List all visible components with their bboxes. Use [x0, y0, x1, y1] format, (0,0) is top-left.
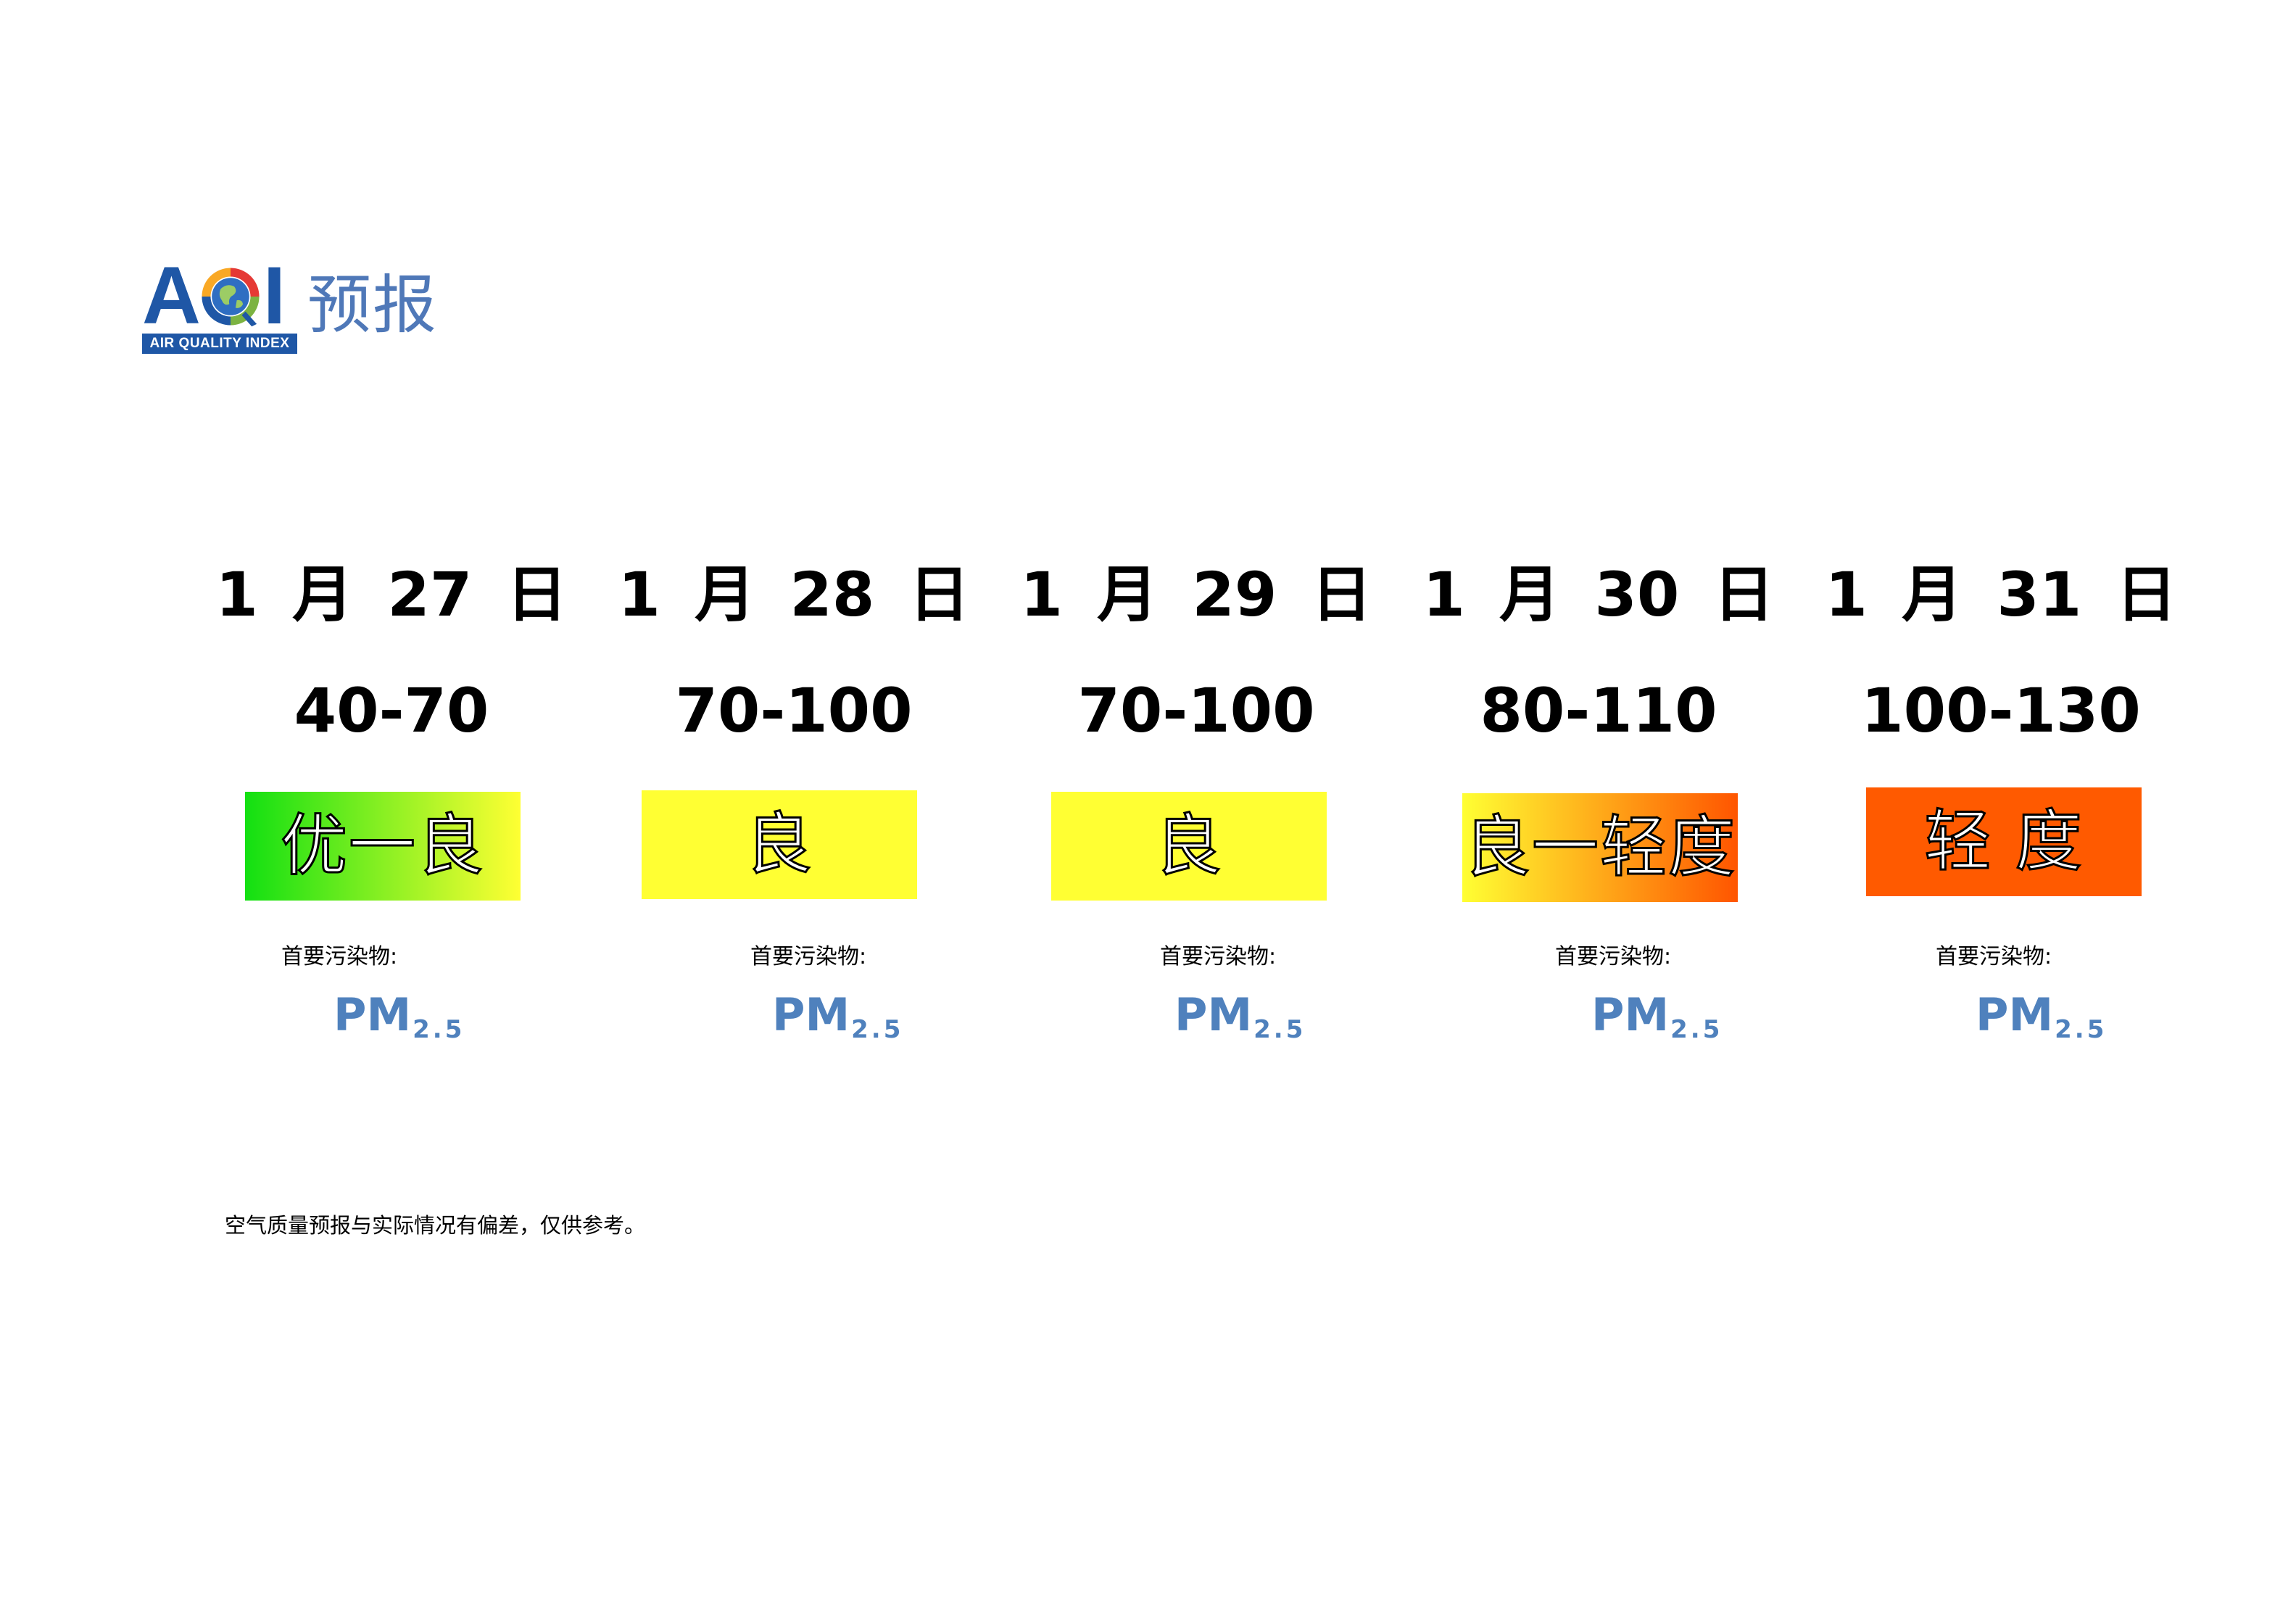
pollutant-subscript: 2.5: [1253, 1015, 1306, 1044]
pollutant-name: PM: [333, 988, 412, 1041]
forecast-panel: 1 月 27 日 40-70 优一良 首要污染物: PM2.5 1 月 28 日…: [0, 551, 2296, 1073]
aqi-logo-mark: A I AIR QUALITY INDEX: [142, 255, 297, 354]
globe-icon: [202, 268, 260, 327]
pollutant-subscript: 2.5: [851, 1015, 904, 1044]
primary-pollutant-label: 首要污染物:: [1936, 944, 2052, 969]
aqi-range: 40-70: [294, 675, 489, 746]
forecast-date: 1 月 31 日: [1825, 559, 2177, 630]
pollutant-name: PM: [772, 988, 850, 1041]
pollutant-subscript: 2.5: [413, 1015, 465, 1044]
forecast-day: 1 月 31 日 100-130 轻 度 首要污染物: PM2.5: [1812, 551, 2189, 1059]
aqi-logo: A I AIR QUALITY INDEX 预报: [142, 255, 454, 357]
logo-subtitle: AIR QUALITY INDEX: [142, 334, 297, 354]
logo-letter-i: I: [262, 250, 286, 341]
primary-pollutant-label: 首要污染物:: [750, 944, 867, 969]
aqi-range: 70-100: [675, 675, 913, 746]
aqi-level-badge: 良: [642, 790, 917, 899]
aqi-level-badge: 良一轻度: [1462, 793, 1738, 902]
primary-pollutant: PM2.5: [333, 986, 465, 1059]
aqi-level-badge: 优一良: [245, 792, 521, 901]
aqi-level-badge: 轻 度: [1866, 787, 2142, 896]
pollutant-name: PM: [1976, 988, 2054, 1041]
pollutant-subscript: 2.5: [2055, 1015, 2108, 1044]
aqi-logo-letters: A I: [142, 250, 286, 341]
forecast-date: 1 月 30 日: [1422, 559, 1775, 630]
forecast-day: 1 月 30 日 80-110 良一轻度 首要污染物: PM2.5: [1410, 551, 1787, 1059]
forecast-date: 1 月 27 日: [215, 559, 568, 630]
forecast-date: 1 月 28 日: [618, 559, 970, 630]
aqi-level-badge: 良: [1051, 792, 1327, 901]
pollutant-subscript: 2.5: [1670, 1015, 1723, 1044]
aqi-range: 80-110: [1480, 675, 1717, 746]
aqi-range: 100-130: [1861, 675, 2141, 746]
forecast-day: 1 月 28 日 70-100 良 首要污染物: PM2.5: [605, 551, 982, 1059]
forecast-day: 1 月 29 日 70-100 良 首要污染物: PM2.5: [1008, 551, 1385, 1059]
pollutant-name: PM: [1591, 988, 1670, 1041]
pollutant-name: PM: [1174, 988, 1253, 1041]
primary-pollutant: PM2.5: [772, 986, 903, 1059]
aqi-range: 70-100: [1077, 675, 1315, 746]
disclaimer-note: 空气质量预报与实际情况有偏差，仅供参考。: [225, 1213, 646, 1238]
logo-letter-a: A: [142, 250, 201, 341]
primary-pollutant-label: 首要污染物:: [1555, 944, 1672, 969]
primary-pollutant: PM2.5: [1976, 986, 2107, 1059]
forecast-date: 1 月 29 日: [1020, 559, 1372, 630]
page-title: 预报: [307, 268, 439, 342]
primary-pollutant: PM2.5: [1174, 986, 1306, 1059]
primary-pollutant: PM2.5: [1591, 986, 1723, 1059]
primary-pollutant-label: 首要污染物:: [281, 944, 398, 969]
forecast-day: 1 月 27 日 40-70 优一良 首要污染物: PM2.5: [203, 551, 580, 1059]
primary-pollutant-label: 首要污染物:: [1160, 944, 1277, 969]
